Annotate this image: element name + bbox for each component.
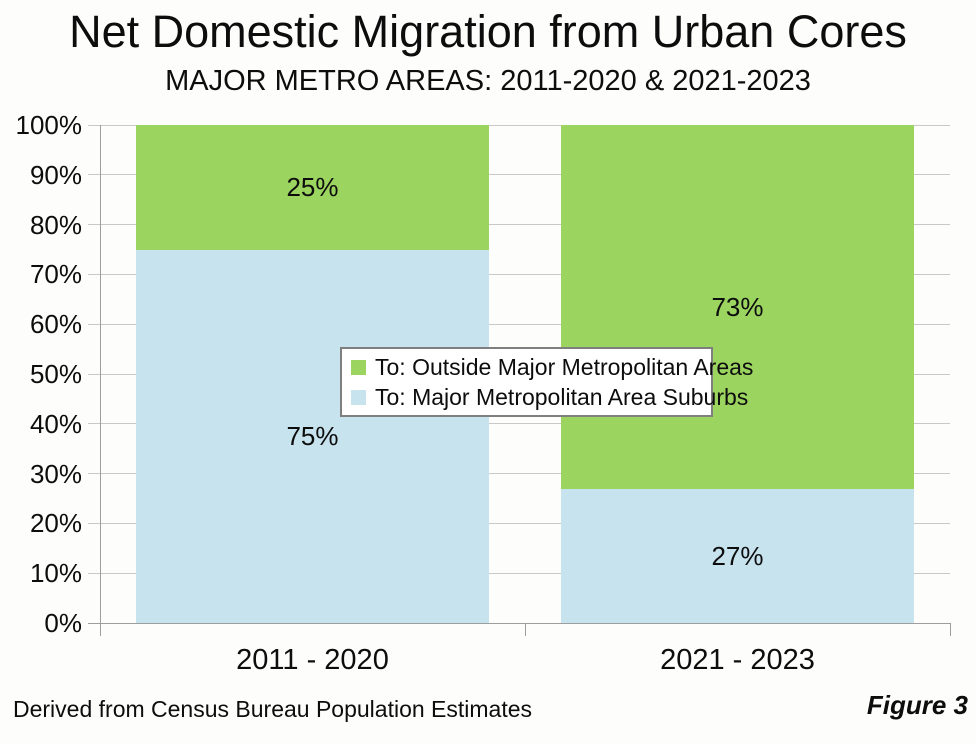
gridline [88,323,950,325]
figure-number: Figure 3 [866,690,968,720]
x-axis-category-label: 2021 - 2023 [660,644,815,676]
legend-item-label: To: Major Metropolitan Area Suburbs [375,384,749,410]
gridline [88,473,950,475]
bar-segment [561,125,914,489]
gridline [88,572,950,574]
y-axis-tick-label: 60% [29,309,82,340]
gridline [88,273,950,275]
x-axis-tick [950,623,951,636]
x-axis-line [88,623,950,624]
bar-segment [136,249,489,623]
bar-segment [561,488,914,623]
legend-swatch [351,359,366,375]
y-axis-tick-label: 100% [15,110,83,140]
gridline [88,522,950,524]
gridline [88,224,950,226]
source-note: Derived from Census Bureau Population Es… [13,696,533,722]
y-axis-tick-label: 10% [29,558,82,589]
bar-value-label: 75% [286,421,339,452]
x-axis-category-label: 2011 - 2020 [236,644,389,676]
chart-title: Net Domestic Migration from Urban Cores [69,6,907,57]
legend-swatch [351,389,366,405]
bar-value-label: 25% [286,172,339,203]
gridline [88,423,950,425]
bar-value-label: 73% [711,291,764,322]
bar-value-label: 27% [711,540,764,571]
chart-subtitle: MAJOR METRO AREAS: 2011-2020 & 2021-2023 [165,65,811,97]
legend-item-label: To: Outside Major Metropolitan Areas [375,354,754,380]
legend-item: To: Outside Major Metropolitan Areas [351,354,753,380]
y-axis-tick-label: 50% [29,359,82,389]
bar-segment [136,125,489,250]
y-axis-tick-label: 20% [29,508,82,539]
y-axis-tick-label: 90% [29,159,82,190]
y-axis-tick-label: 40% [29,408,82,439]
y-axis-line [100,125,101,636]
gridline [88,124,950,126]
y-axis-tick-label: 80% [29,209,82,240]
legend: To: Outside Major Metropolitan Areas To: … [340,347,753,417]
y-axis-tick-label: 0% [44,608,82,638]
y-axis-tick-label: 70% [29,259,82,290]
x-axis-tick [525,623,526,636]
y-axis-tick-label: 30% [29,458,82,489]
legend-item: To: Major Metropolitan Area Suburbs [351,384,748,410]
gridline [88,174,950,176]
